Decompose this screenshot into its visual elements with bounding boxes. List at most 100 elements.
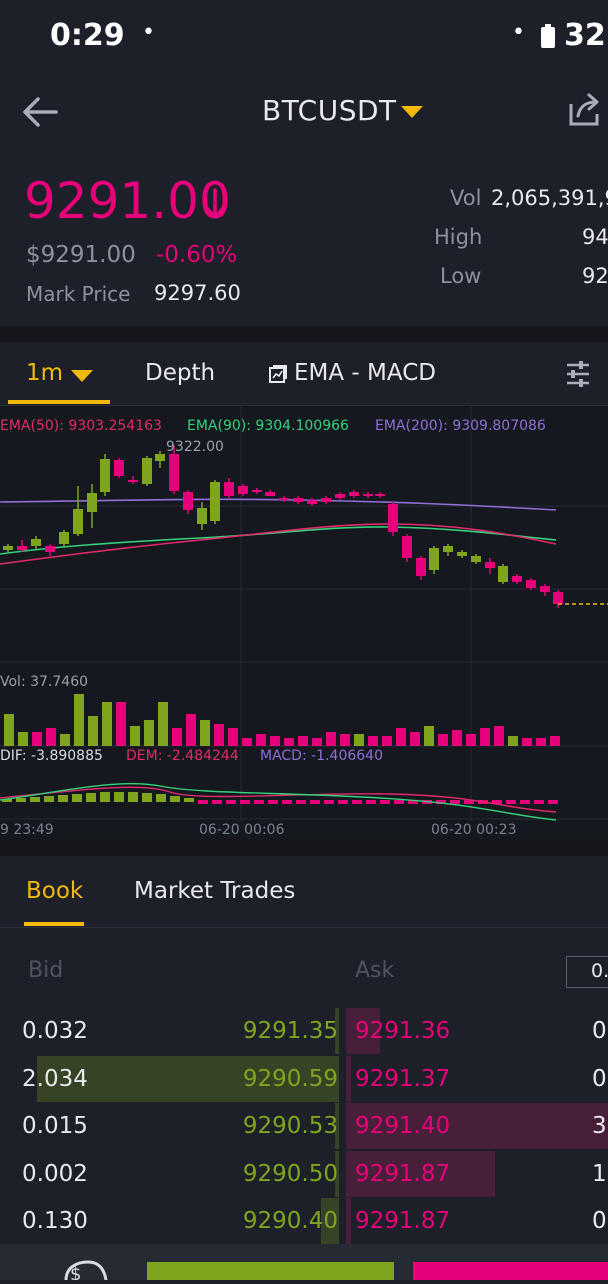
macd-bar	[226, 800, 236, 804]
pair-title[interactable]: BTCUSDT	[262, 94, 397, 127]
order-book-row[interactable]: 0.002 9290.50 9291.87 1.	[0, 1150, 608, 1197]
macd-bar	[352, 800, 362, 804]
low-label: Low	[440, 264, 482, 288]
sliders-icon[interactable]	[564, 360, 592, 388]
macd-bar	[58, 795, 68, 802]
bid-depth-bar	[335, 1103, 339, 1149]
ask-price: 9291.87	[355, 1208, 451, 1234]
volume-bar	[340, 734, 350, 746]
candle-body	[210, 482, 220, 521]
status-time: 0:29	[50, 18, 125, 53]
candle-body	[540, 586, 550, 592]
price-change: -0.60%	[156, 242, 238, 268]
dif-line	[0, 782, 557, 821]
tab-indicators[interactable]: EMA - MACD	[294, 360, 436, 386]
ask-depth-bar	[346, 1055, 352, 1102]
volume-bar	[256, 734, 266, 746]
tab-interval[interactable]: 1m	[8, 342, 110, 406]
volume-bar	[116, 702, 126, 746]
candle-body	[349, 492, 359, 496]
volume-bar	[270, 736, 280, 746]
macd-bar	[198, 800, 208, 804]
currency-convert-icon[interactable]: $	[56, 1256, 112, 1284]
volume-bar	[354, 734, 364, 746]
high-value: 94	[582, 225, 608, 249]
volume-bar	[312, 738, 322, 746]
kline-chart[interactable]: EMA(50): 9303.254163 EMA(90): 9304.10096…	[0, 406, 608, 838]
candle-body	[142, 458, 152, 484]
arrow-left-icon[interactable]	[20, 94, 60, 130]
volume-bar	[32, 732, 42, 746]
arrow-down-icon	[202, 188, 228, 220]
vol-label: Vol	[450, 186, 482, 210]
ask-depth-bar	[346, 1150, 496, 1197]
volume-bar	[550, 736, 560, 746]
macd-lines	[0, 782, 557, 821]
macd-bar	[254, 800, 264, 804]
bid-price: 9290.53	[242, 1113, 338, 1139]
order-book-row[interactable]: 2.034 9290.59 9291.37 0.	[0, 1055, 608, 1102]
precision-select[interactable]: 0.	[566, 956, 608, 988]
active-tab-underline	[8, 400, 110, 404]
volume-bar	[46, 728, 56, 746]
candle-body	[553, 592, 563, 604]
volume-bar	[522, 738, 532, 746]
buy-button[interactable]	[147, 1262, 394, 1280]
candle-body	[87, 493, 97, 512]
macd-bar	[436, 800, 446, 804]
volume-bar	[144, 720, 154, 746]
candle-body	[169, 454, 179, 491]
status-bar: 0:29 • • 32	[0, 0, 608, 76]
candle-body	[307, 500, 317, 504]
bottom-action-bar: $	[0, 1244, 608, 1284]
tab-book[interactable]: Book	[24, 856, 84, 928]
triangle-down-icon[interactable]	[400, 104, 424, 118]
candle-body	[183, 492, 193, 510]
separator	[0, 326, 608, 342]
ask-price: 9291.36	[355, 1018, 451, 1044]
order-book-row[interactable]: 0.032 9291.35 9291.36 0.	[0, 1008, 608, 1054]
macd-bar	[408, 800, 418, 804]
volume-bar	[18, 732, 28, 746]
mark-price-value: 9297.60	[154, 281, 241, 305]
tab-market-trades[interactable]: Market Trades	[134, 878, 296, 904]
macd-bar	[338, 800, 348, 804]
volume-bar	[214, 724, 224, 746]
macd-bar	[128, 792, 138, 802]
tab-depth[interactable]: Depth	[145, 360, 216, 386]
sell-button[interactable]	[413, 1262, 608, 1280]
candle-body	[31, 539, 41, 546]
candle-body	[265, 492, 275, 496]
top-bar: BTCUSDT	[0, 76, 608, 146]
candles	[3, 446, 608, 608]
candle-body	[388, 504, 398, 532]
order-book-row[interactable]: 0.015 9290.53 9291.40 3.	[0, 1103, 608, 1149]
share-icon[interactable]	[568, 92, 600, 128]
macd-bar	[212, 800, 222, 804]
macd-bar	[534, 800, 544, 804]
candle-body	[155, 454, 165, 461]
precision-value: 0.	[591, 960, 608, 982]
chart-canvas[interactable]: EMA(50): 9303.254163 EMA(90): 9304.10096…	[0, 406, 608, 838]
order-book: Bid Ask 0. 0.032 9291.35 9291.36 0. 2.034 929…	[0, 928, 608, 1244]
macd-bar	[184, 798, 194, 802]
candle-body	[416, 558, 426, 576]
separator	[0, 838, 608, 856]
macd-bar	[450, 800, 460, 804]
candle-body	[73, 509, 83, 534]
candle-body	[363, 494, 373, 496]
volume-bar	[452, 730, 462, 746]
ask-depth-bar	[346, 1103, 608, 1149]
volume-bar	[480, 728, 490, 746]
volume-bars	[4, 694, 560, 746]
order-book-row[interactable]: 0.130 9290.40 9291.87 0.	[0, 1198, 608, 1244]
volume-label: Vol: 37.7460	[0, 674, 88, 690]
usd-price: $9291.00	[26, 242, 136, 268]
candle-body	[45, 546, 55, 552]
status-dot-right: •	[512, 20, 525, 45]
ema-lines	[0, 498, 557, 565]
macd-bar	[380, 800, 390, 804]
high-label: High	[434, 225, 483, 249]
volume-bar	[158, 702, 168, 746]
macd-bar	[2, 799, 12, 802]
